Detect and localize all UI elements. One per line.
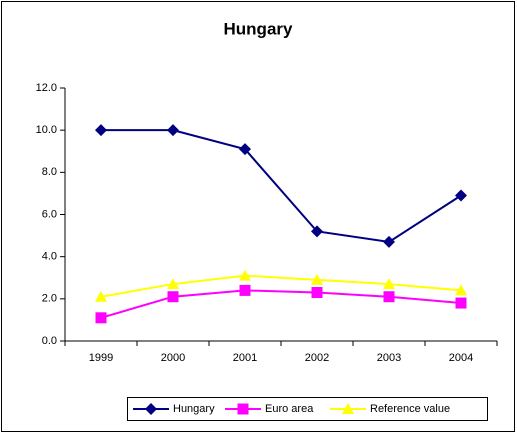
legend-label: Euro area — [265, 403, 314, 415]
x-tick-label: 2004 — [449, 352, 473, 364]
legend-box — [127, 397, 488, 421]
data-point — [383, 235, 395, 248]
data-point — [239, 269, 251, 281]
y-tick-label: 8.0 — [42, 166, 57, 178]
data-point — [455, 297, 467, 309]
legend-label: Hungary — [173, 403, 215, 415]
y-tick-label: 4.0 — [42, 251, 57, 263]
legend-label: Reference value — [370, 403, 450, 415]
data-point — [95, 290, 107, 302]
series-line — [100, 274, 462, 298]
data-point — [311, 287, 323, 299]
data-point — [167, 291, 179, 303]
data-point — [311, 225, 323, 238]
data-point — [167, 278, 179, 290]
y-tick-label: 12.0 — [36, 82, 57, 94]
data-point — [167, 124, 179, 137]
data-point — [239, 284, 251, 296]
data-point — [311, 273, 323, 285]
series-line — [101, 129, 462, 243]
data-point — [239, 143, 251, 156]
x-tick-label: 2003 — [377, 352, 401, 364]
legend-marker — [342, 403, 354, 414]
x-tick-label: 2001 — [233, 352, 257, 364]
data-point — [383, 278, 395, 290]
y-tick-label: 6.0 — [42, 208, 57, 220]
data-point — [383, 291, 395, 303]
x-tick-label: 2002 — [305, 352, 329, 364]
data-point — [95, 312, 107, 324]
legend-marker — [237, 403, 249, 415]
series-line — [100, 289, 462, 319]
chart-title: Hungary — [224, 19, 294, 38]
x-tick-label: 1999 — [89, 352, 113, 364]
y-tick-label: 0.0 — [42, 335, 57, 347]
legend-marker — [145, 403, 157, 415]
y-tick-label: 2.0 — [42, 293, 57, 305]
data-point — [455, 284, 467, 296]
data-point — [95, 124, 107, 137]
y-tick-label: 10.0 — [36, 124, 57, 136]
data-point — [455, 189, 467, 202]
x-tick-label: 2000 — [161, 352, 185, 364]
